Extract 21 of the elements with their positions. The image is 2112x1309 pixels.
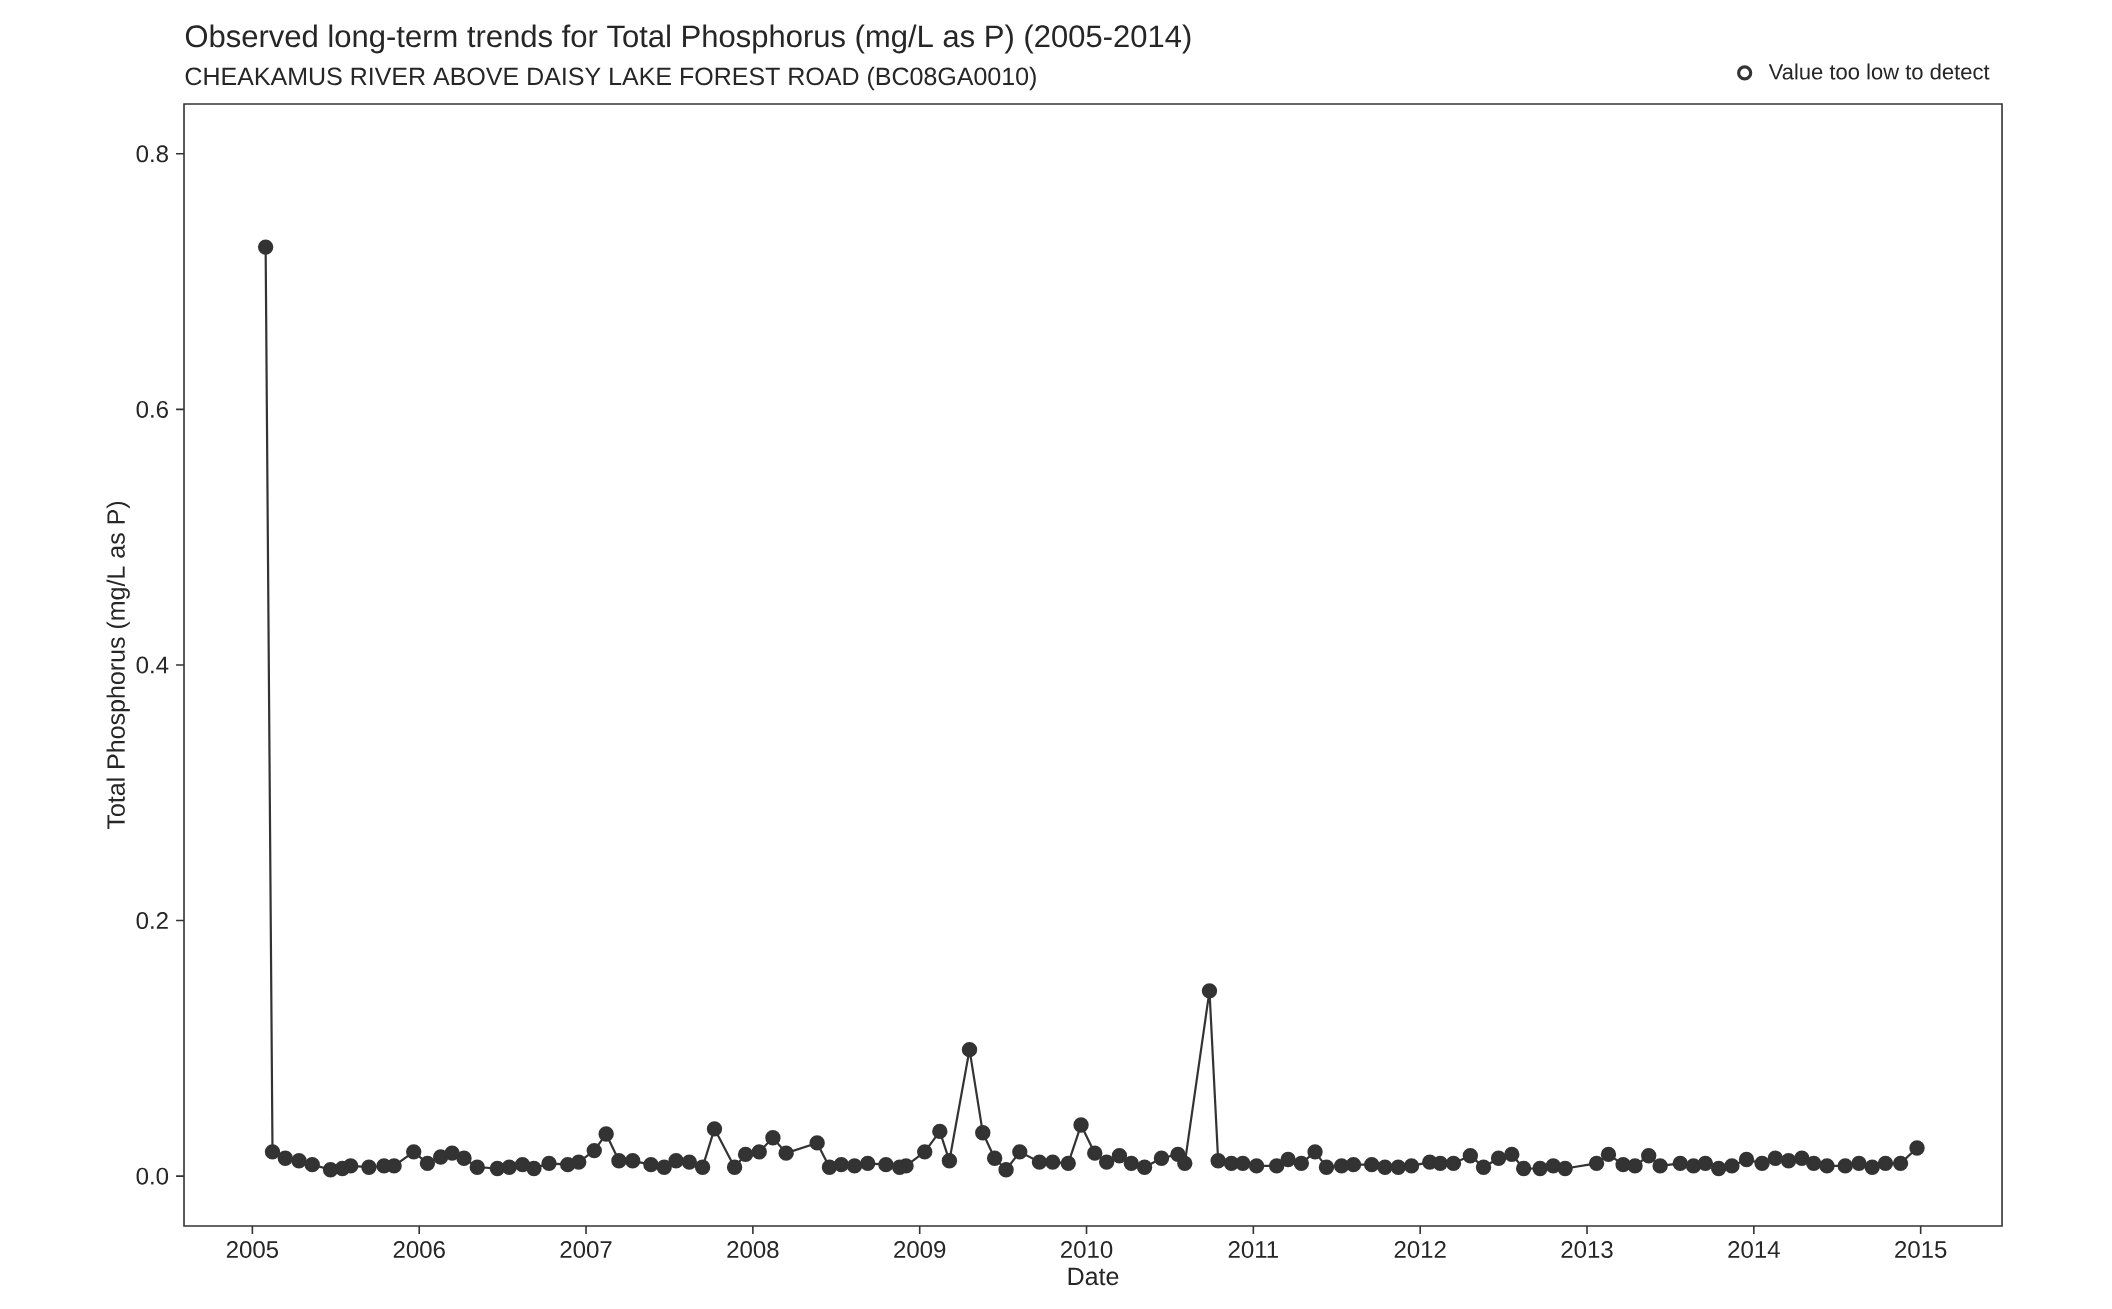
y-tick-label: 0.8 [136, 145, 168, 163]
y-tick-label: 0.0 [136, 1167, 169, 1185]
chart-subtitle: CHEAKAMUS RIVER ABOVE DAISY LAKE FOREST ROAD (BC08GA0010) [185, 66, 1036, 91]
x-tick-label: 2012 [1394, 1241, 1446, 1259]
legend-label: Value too low to detect [1768, 63, 1990, 80]
y-axis-title: Total Phosphorus (mg/L as P) [106, 501, 130, 830]
y-tick-label: 0.4 [136, 656, 169, 674]
x-tick-label: 2005 [226, 1241, 279, 1259]
x-tick-label: 2011 [1228, 1241, 1278, 1259]
x-tick-label: 2010 [1061, 1241, 1113, 1259]
x-tick-label: 2009 [894, 1241, 946, 1259]
x-tick-label: 2008 [727, 1241, 779, 1259]
x-tick-label: 2015 [1895, 1241, 1947, 1259]
y-tick-label: 0.2 [136, 912, 168, 930]
x-tick-label: 2014 [1728, 1241, 1780, 1259]
chart-title: Observed long-term trends for Total Phosphorus (mg/L as P) (2005-2014) [185, 24, 1191, 54]
x-axis-title: Date [1068, 1267, 1119, 1286]
x-tick-label: 2007 [560, 1241, 612, 1259]
x-tick-label: 2013 [1561, 1241, 1613, 1259]
x-tick-label: 2006 [393, 1241, 445, 1259]
y-tick-label: 0.6 [136, 400, 168, 418]
